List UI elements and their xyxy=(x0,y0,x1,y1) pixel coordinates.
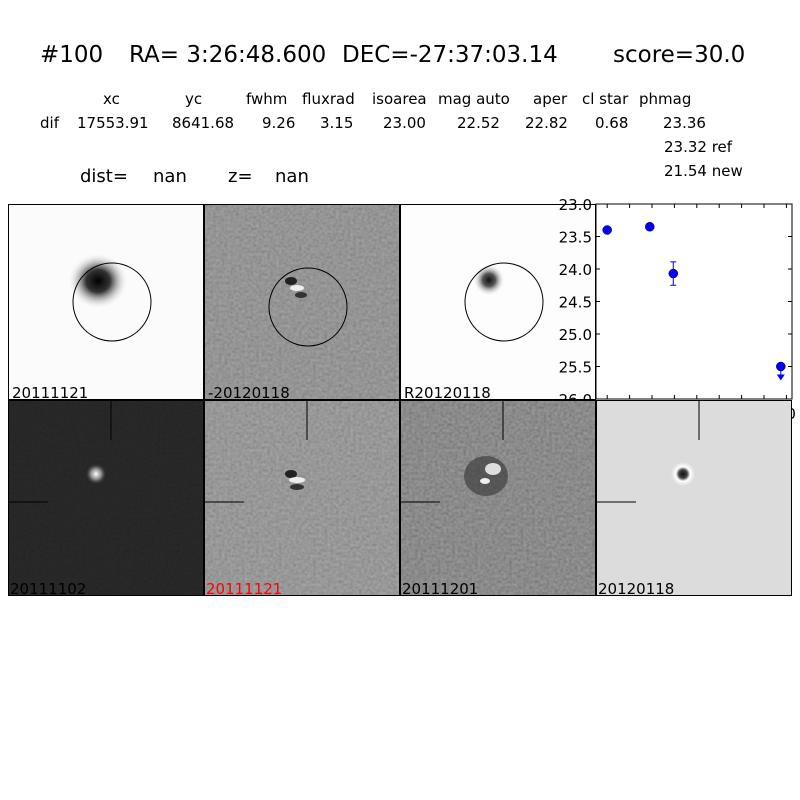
panel-label: 20111201 xyxy=(402,580,479,596)
y-tick-label: 24.0 xyxy=(559,261,592,279)
aperture-circle xyxy=(464,262,544,342)
val-yc: 8641.68 xyxy=(172,114,235,132)
col-cl-star: cl star xyxy=(582,90,629,108)
col-xc: xc xyxy=(103,90,120,108)
upper-limit-arrow xyxy=(776,374,785,381)
panel-label: 20111102 xyxy=(10,580,87,596)
col-fluxrad: fluxrad xyxy=(302,90,355,108)
ra: RA= 3:26:48.600 xyxy=(129,42,327,68)
val-mag-auto: 22.52 xyxy=(457,114,500,132)
y-tick-label: 24.5 xyxy=(559,294,592,312)
val-cl-star: 0.68 xyxy=(595,114,629,132)
y-tick-label: 23.5 xyxy=(559,229,592,247)
candidate-id: #100 xyxy=(40,42,104,68)
data-point xyxy=(776,361,786,372)
y-tick-label: 23.0 xyxy=(559,196,592,214)
new-mag: 21.54 new xyxy=(664,162,743,180)
val-isoarea: 23.00 xyxy=(383,114,426,132)
image-panel-epoch-4: 20120118 xyxy=(596,400,792,596)
aperture-circle xyxy=(268,267,348,347)
col-fwhm: fwhm xyxy=(246,90,288,108)
panel-label: 20120118 xyxy=(598,580,675,596)
source-blob xyxy=(473,264,505,296)
panel-label: 20111121 xyxy=(12,384,89,400)
source-blob xyxy=(68,253,128,309)
val-xc: 17553.91 xyxy=(77,114,149,132)
z-label: z= xyxy=(228,166,253,187)
dec: DEC=-27:37:03.14 xyxy=(342,42,558,68)
image-panel-epoch-2: 20111121 xyxy=(204,400,400,596)
aperture-circle xyxy=(72,262,152,342)
z-value: nan xyxy=(275,166,309,187)
image-panel-reference: 20111121 xyxy=(8,204,204,400)
col-yc: yc xyxy=(185,90,203,108)
dist-value: nan xyxy=(153,166,187,187)
panel-label: R20120118 xyxy=(404,384,491,400)
score: score=30.0 xyxy=(613,42,746,68)
val-aper: 22.82 xyxy=(525,114,568,132)
val-fwhm: 9.26 xyxy=(262,114,296,132)
image-panel-new: R20120118 xyxy=(400,204,596,400)
val-fluxrad: 3.15 xyxy=(320,114,354,132)
image-panel-epoch-3: 20111201 xyxy=(400,400,596,596)
y-tick-label: 25.5 xyxy=(559,359,592,377)
col-isoarea: isoarea xyxy=(372,90,427,108)
light-curve-plot: 23.023.524.024.525.025.526.0010203040506… xyxy=(559,196,796,423)
data-point xyxy=(602,225,612,235)
col-aper: aper xyxy=(533,90,568,108)
val-phmag: 23.36 xyxy=(663,114,706,132)
ref-mag: 23.32 ref xyxy=(664,138,733,156)
data-point xyxy=(645,222,655,232)
col-mag-auto: mag auto xyxy=(438,90,510,108)
data-point xyxy=(668,268,679,279)
dist-label: dist= xyxy=(80,166,128,187)
panel-label-highlighted: 20111121 xyxy=(206,580,283,596)
row-label: dif xyxy=(40,114,59,132)
panel-label: -20120118 xyxy=(208,384,290,400)
col-phmag: phmag xyxy=(639,90,692,108)
y-tick-label: 25.0 xyxy=(559,326,592,344)
plot-frame xyxy=(595,203,793,400)
image-panel-difference: -20120118 xyxy=(204,204,400,400)
image-panel-epoch-1: 20111102 xyxy=(8,400,204,596)
